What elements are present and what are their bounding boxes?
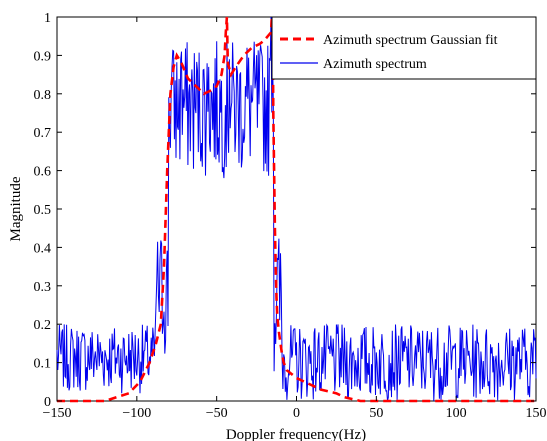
y-tick-label: 1 <box>44 11 51 26</box>
y-tick-label: 0.7 <box>34 126 52 141</box>
legend-label-gaussian-fit: Azimuth spectrum Gaussian fit <box>323 33 498 48</box>
x-ticks: −150 −100 −50 0 50 100 150 <box>43 17 547 421</box>
x-tick-label: 100 <box>446 406 467 421</box>
x-tick-label: 0 <box>293 406 300 421</box>
y-tick-label: 0.2 <box>34 318 52 333</box>
y-tick-label: 0.1 <box>34 357 52 372</box>
x-tick-label: −100 <box>122 406 151 421</box>
y-tick-label: 0.9 <box>34 49 52 64</box>
y-tick-label: 0.8 <box>34 88 52 103</box>
legend: Azimuth spectrum Gaussian fit Azimuth sp… <box>271 16 537 80</box>
x-tick-label: 50 <box>369 406 383 421</box>
y-ticks: 0 0.1 0.2 0.3 0.4 0.5 0.6 0.7 0.8 0.9 1 <box>34 11 536 410</box>
x-tick-label: 150 <box>526 406 547 421</box>
plot-area: −150 −100 −50 0 50 100 150 0 0.1 0.2 0.3 0.4 0.5 0.6… <box>34 11 547 421</box>
series-gaussian-fit-line <box>57 16 536 403</box>
legend-box <box>271 16 537 80</box>
x-axis-label: Doppler frequency(Hz) <box>226 427 366 441</box>
y-tick-label: 0.5 <box>34 203 52 218</box>
x-tick-label: −150 <box>43 406 72 421</box>
axes-frame <box>56 16 537 402</box>
y-tick-label: 0.4 <box>34 241 52 256</box>
x-tick-label: −50 <box>206 406 228 421</box>
y-tick-label: 0.3 <box>34 280 52 295</box>
y-tick-label: 0 <box>44 395 51 410</box>
legend-label-azimuth-spectrum: Azimuth spectrum <box>323 57 427 72</box>
y-axis-label: Magnitude <box>8 176 24 241</box>
y-tick-label: 0.6 <box>34 165 52 180</box>
